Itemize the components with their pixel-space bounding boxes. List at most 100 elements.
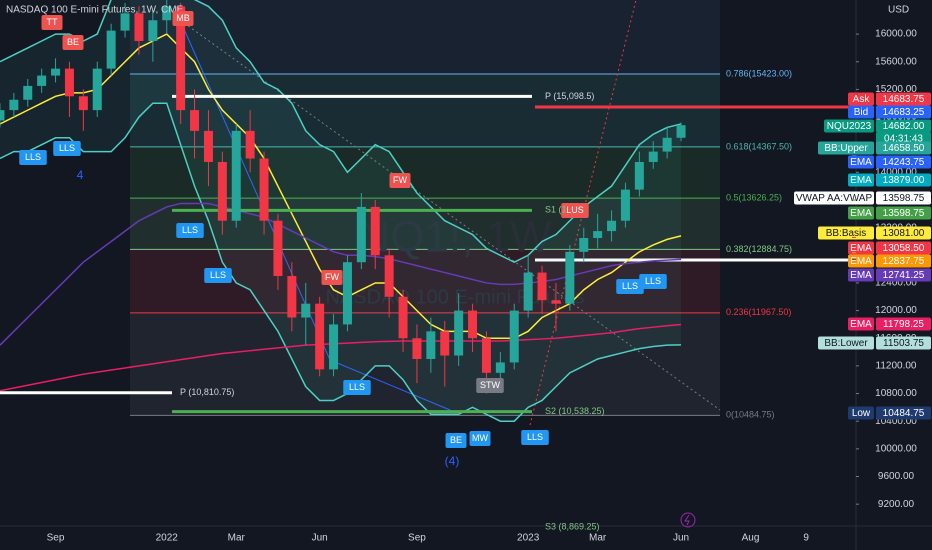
tag-name-box — [848, 173, 874, 187]
tag-value: 13081.00 — [883, 228, 925, 239]
y-tick-label: 12000.00 — [875, 305, 917, 316]
signal-label: LLS — [349, 382, 365, 392]
candle-body — [51, 68, 61, 76]
fib-zone — [130, 0, 720, 74]
tag-value-box — [876, 105, 931, 119]
tag-value-box — [876, 155, 931, 169]
x-tick-label: Mar — [228, 533, 246, 544]
signal-marker — [389, 173, 411, 188]
chart-title: NASDAQ 100 E-mini Futures, 1W, CME — [6, 5, 184, 16]
candle-body — [259, 158, 269, 221]
pivot-label: P (10,810.75) — [180, 387, 234, 397]
signal-marker — [176, 223, 204, 238]
candle-body — [398, 296, 408, 339]
tag-name-box — [818, 336, 874, 350]
signal-label: LUS — [566, 205, 584, 215]
signal-marker — [639, 274, 667, 289]
tag-value: 12741.25 — [883, 270, 925, 281]
tag-value-box — [876, 336, 931, 350]
event-icon[interactable] — [680, 512, 696, 528]
tag-value: 13879.00 — [883, 175, 925, 186]
signal-label: LLS — [25, 152, 41, 162]
tag-name-box — [818, 226, 874, 240]
candle-body — [593, 231, 603, 239]
candle-body — [468, 310, 478, 339]
overlays: TT BE MB LLS LLS LLS LLS FW FW LUS LLS STW BE MW LLS LL… — [19, 11, 696, 528]
x-tick-label: Aug — [742, 533, 760, 544]
y-tick-label: 16000.00 — [875, 29, 917, 40]
tag-name: EMA — [850, 208, 872, 219]
tag-value-box — [876, 241, 931, 255]
band-line — [0, 102, 682, 422]
tag-value-box — [876, 206, 931, 220]
candle-body — [426, 331, 436, 359]
tag-name: EMA — [850, 319, 872, 330]
tag-value: 10484.75 — [883, 408, 925, 419]
tag-name-box — [848, 92, 874, 106]
tag-value: 14683.75 — [883, 94, 925, 105]
watermark: NQ1!, 1W — [358, 213, 552, 262]
y-tick-label: 10400.00 — [875, 416, 917, 427]
tag-name: EMA — [850, 270, 872, 281]
signal-label: BE — [67, 37, 79, 47]
tag-value-box — [876, 191, 931, 205]
pivot-label: P (15,098.5) — [545, 91, 594, 101]
tag-name: VWAP AA:VWAP — [796, 193, 873, 204]
y-tick-label: 9600.00 — [878, 471, 915, 482]
candle-body — [134, 13, 144, 41]
candle-body — [23, 85, 33, 100]
tag-value: 11503.75 — [883, 338, 924, 349]
signal-label: BE — [450, 435, 462, 445]
tag-name-box — [848, 268, 874, 282]
signal-label: LLS — [645, 276, 661, 286]
fib-zones — [130, 0, 720, 416]
candle-body — [634, 161, 644, 190]
candle-body — [509, 310, 519, 363]
tag-name: EMA — [850, 256, 872, 267]
candle-body — [356, 206, 366, 263]
x-tick-label: 2022 — [156, 533, 179, 544]
candle-body — [523, 272, 533, 311]
signal-label: TT — [47, 17, 58, 27]
candle-body — [64, 68, 74, 97]
candle-body — [607, 220, 617, 232]
candle-body — [384, 255, 394, 297]
signal-marker — [321, 270, 343, 285]
band-line — [0, 0, 682, 264]
pivot-label: S2 (10,538.25) — [545, 406, 605, 416]
tag-value: 12837.75 — [883, 256, 925, 267]
x-tick-label: Sep — [47, 533, 65, 544]
tag-name-box — [824, 119, 874, 133]
fib-zone — [130, 73, 720, 147]
tag-name: EMA — [850, 243, 872, 254]
pivot-label: S1 (1 — [545, 205, 567, 215]
tag-name: EMA — [850, 157, 872, 168]
tag-name-box — [818, 141, 874, 155]
tag-value-box — [876, 406, 931, 420]
x-tick-label: Jun — [312, 533, 328, 544]
tag-value-box — [876, 254, 931, 268]
y-tick-label: 14000.00 — [875, 167, 917, 178]
tag-value: 13598.75 — [883, 193, 925, 204]
tag-value-box — [876, 119, 931, 133]
signal-label: LLS — [59, 143, 75, 153]
y-tick-label: 10000.00 — [875, 443, 917, 454]
candle-body — [148, 20, 158, 41]
countdown: 04:31:43 — [884, 134, 923, 145]
signal-marker — [41, 15, 63, 30]
tag-name: NQU2023 — [827, 121, 872, 132]
tag-value: 14658.50 — [883, 143, 925, 154]
candle-body — [551, 300, 561, 304]
candle-body — [329, 324, 339, 370]
signal-marker — [204, 268, 232, 283]
candle-body — [203, 130, 213, 162]
tag-value: 14243.75 — [883, 157, 925, 168]
x-tick-label: 9 — [803, 533, 809, 544]
tag-name: Ask — [853, 94, 871, 105]
tag-name-box — [794, 191, 874, 205]
candle-body — [162, 6, 172, 21]
signal-label: MB — [176, 13, 190, 23]
signal-label: FW — [325, 272, 339, 282]
